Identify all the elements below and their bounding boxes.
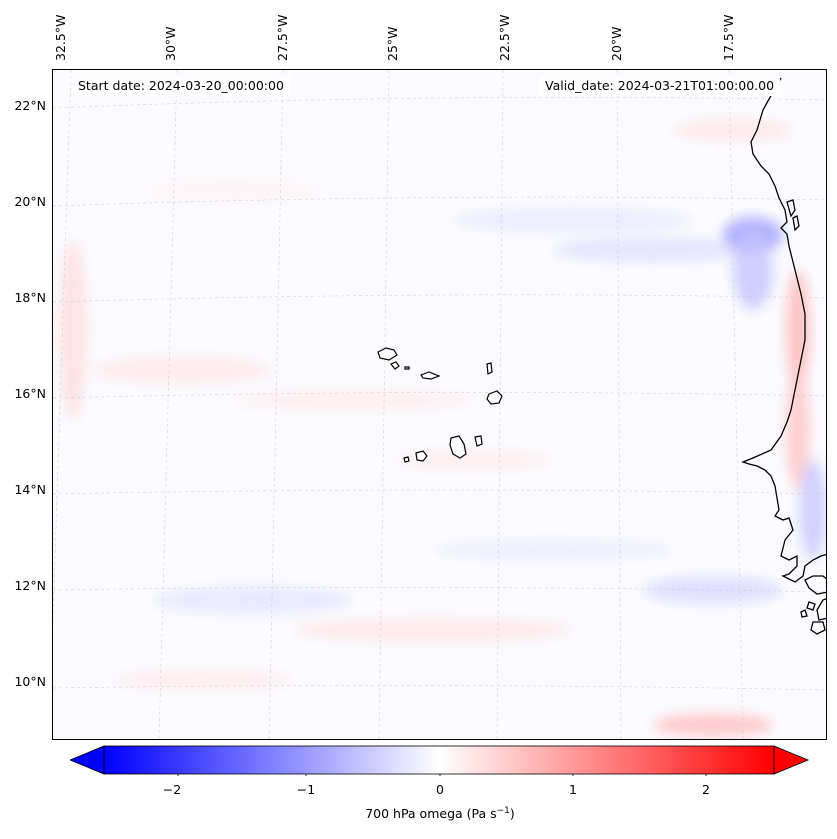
lon-label: 30°W xyxy=(163,26,178,61)
colorbar-label-end: ) xyxy=(509,806,515,822)
island-sal xyxy=(486,362,493,375)
colorbar-extend-max xyxy=(773,745,810,775)
graticule xyxy=(53,70,826,739)
island-boa-vista xyxy=(486,390,503,405)
colorbar-body xyxy=(103,745,775,775)
lon-label: 32.5°W xyxy=(53,14,68,61)
lon-label: 17.5°W xyxy=(721,14,736,61)
colorbar-tick-label: −1 xyxy=(296,782,316,797)
colorbar-extend-min xyxy=(70,745,105,775)
island-brava xyxy=(403,456,410,463)
island-santa-luzia xyxy=(404,366,410,370)
colorbar-label: 700 hPa omega (Pa s−1) xyxy=(0,806,837,821)
start-date-label: Start date: 2024-03-20_00:00:00 xyxy=(72,76,290,96)
lat-label: 12°N xyxy=(14,578,46,593)
map-panel[interactable] xyxy=(52,69,827,740)
island-sao-nicolau xyxy=(420,371,441,380)
colorbar-tick-label: 2 xyxy=(702,782,710,797)
lat-label: 10°N xyxy=(14,674,46,689)
island-fogo xyxy=(415,450,428,462)
lon-label: 25°W xyxy=(385,26,400,61)
lat-label: 16°N xyxy=(14,386,46,401)
cape-verde-islands xyxy=(377,347,503,463)
colorbar-label-main: 700 hPa omega (Pa s xyxy=(365,806,497,822)
colorbar-tick-label: 1 xyxy=(569,782,577,797)
omega-field-map xyxy=(53,70,826,739)
island-sao-vicente xyxy=(390,361,400,370)
lon-label: 27.5°W xyxy=(275,14,290,61)
colorbar-label-sup: −1 xyxy=(496,806,510,816)
lat-label: 18°N xyxy=(14,290,46,305)
lat-label: 20°N xyxy=(14,194,46,209)
island-santo-antao xyxy=(377,347,398,361)
colorbar xyxy=(70,745,810,776)
lon-label: 22.5°W xyxy=(497,14,512,61)
african-coastline xyxy=(741,77,826,635)
valid-date-label: Valid_date: 2024-03-21T01:00:00.00 xyxy=(539,76,781,96)
island-santiago xyxy=(449,435,467,459)
lat-label: 14°N xyxy=(14,482,46,497)
lat-label: 22°N xyxy=(14,98,46,113)
lon-label: 20°W xyxy=(609,26,624,61)
omega-shading xyxy=(59,118,826,737)
island-maio xyxy=(474,435,483,447)
colorbar-tick-label: −2 xyxy=(162,782,182,797)
colorbar-tick-label: 0 xyxy=(436,782,444,797)
